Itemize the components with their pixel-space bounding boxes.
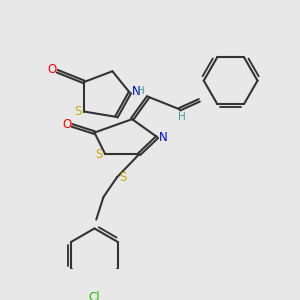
Text: S: S — [96, 148, 103, 160]
Text: N: N — [131, 85, 140, 98]
Text: H: H — [137, 86, 145, 96]
Text: Cl: Cl — [88, 291, 100, 300]
Text: N: N — [159, 130, 167, 144]
Text: O: O — [48, 63, 57, 76]
Text: O: O — [62, 118, 71, 130]
Text: H: H — [178, 112, 186, 122]
Text: S: S — [74, 105, 82, 118]
Text: S: S — [119, 171, 127, 184]
